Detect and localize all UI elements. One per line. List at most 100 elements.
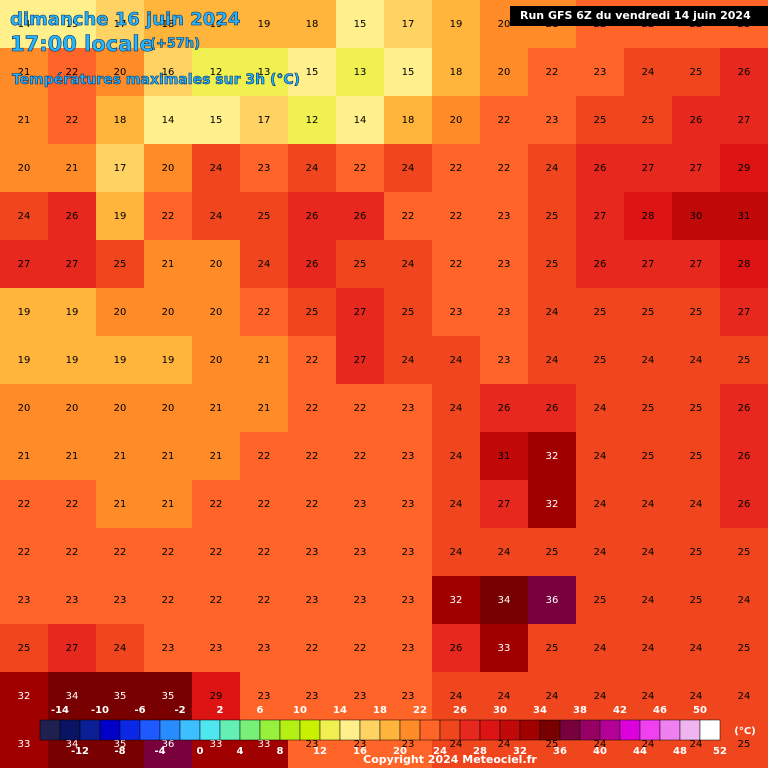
cell-value: 21 [18, 115, 31, 126]
cell-value: 23 [402, 643, 415, 654]
cell-value: 24 [18, 211, 31, 222]
cell-value: 27 [594, 211, 607, 222]
cell-value: 20 [498, 19, 511, 30]
cell [672, 288, 721, 337]
legend-swatch [179, 719, 201, 741]
cell-value: 14 [162, 115, 175, 126]
cell [0, 384, 49, 433]
legend: -14 -10 -6 -2 2 6 10 14 18 22 26 30 34 38 42 46 50-12 -8-… [39, 705, 756, 757]
cell-value: 22 [354, 163, 367, 174]
cell-value: 24 [738, 691, 751, 702]
cell [96, 240, 145, 289]
cell [336, 288, 385, 337]
cell-value: 12 [210, 67, 223, 78]
legend-label: 20 [393, 746, 407, 757]
cell [576, 432, 625, 481]
cell [432, 144, 481, 193]
legend-label: 8 [277, 746, 284, 757]
cell [144, 96, 193, 145]
cell [672, 480, 721, 529]
cell [720, 288, 768, 337]
cell [528, 480, 577, 529]
cell-value: 33 [498, 643, 511, 654]
legend-label: 16 [353, 746, 367, 757]
cell [720, 96, 768, 145]
cell [336, 336, 385, 385]
cell [144, 432, 193, 481]
cell [0, 96, 49, 145]
cell [240, 528, 289, 577]
legend-label: 26 [453, 705, 467, 716]
cell [144, 192, 193, 241]
legend-label: -6 [134, 705, 145, 716]
cell-value: 18 [306, 19, 319, 30]
cell-value: 33 [18, 739, 31, 750]
cell [384, 432, 433, 481]
cell-value: 25 [738, 355, 751, 366]
cell-value: 24 [258, 259, 271, 270]
cell [288, 240, 337, 289]
cell [192, 144, 241, 193]
cell [720, 720, 768, 768]
legend-swatch [559, 719, 581, 741]
cell-value: 19 [162, 355, 175, 366]
legend-swatch [379, 719, 401, 741]
cell-value: 18 [450, 67, 463, 78]
legend-label: 14 [333, 705, 347, 716]
cell-value: 24 [642, 643, 655, 654]
cell [336, 192, 385, 241]
cell-value: 20 [162, 403, 175, 414]
legend-label: -2 [174, 705, 185, 716]
cell-value: 18 [402, 115, 415, 126]
cell-value: 22 [306, 499, 319, 510]
cell-value: 26 [738, 67, 751, 78]
legend-label: 36 [553, 746, 567, 757]
cell-value: 24 [210, 211, 223, 222]
cell-value: 24 [594, 451, 607, 462]
cell [624, 48, 673, 97]
cell-value: 14 [18, 19, 31, 30]
cell-value: 17 [114, 19, 127, 30]
cell-value: 21 [258, 403, 271, 414]
cell [528, 432, 577, 481]
cell-value: 23 [354, 739, 367, 750]
cell [720, 528, 768, 577]
cell [192, 288, 241, 337]
cell-value: 17 [114, 163, 127, 174]
cell-value: 24 [594, 643, 607, 654]
cell-value: 22 [354, 643, 367, 654]
cell [96, 672, 145, 721]
cell-value: 25 [546, 259, 559, 270]
cell-value: 35 [114, 691, 127, 702]
cell-value: 26 [450, 643, 463, 654]
legend-swatch [659, 719, 681, 741]
cell-value: 23 [402, 691, 415, 702]
cell [288, 336, 337, 385]
legend-swatch [679, 719, 701, 741]
legend-label: 24 [433, 746, 447, 757]
cell [576, 336, 625, 385]
cell [96, 96, 145, 145]
cell-value: 25 [690, 547, 703, 558]
cell-value: 25 [546, 547, 559, 558]
cell-value: 27 [690, 163, 703, 174]
cell [144, 384, 193, 433]
cell [624, 96, 673, 145]
cell-value: 32 [18, 691, 31, 702]
cell [480, 528, 529, 577]
legend-label: 6 [257, 705, 264, 716]
cell [624, 528, 673, 577]
legend-label: 42 [613, 705, 627, 716]
cell [480, 576, 529, 625]
cell [384, 480, 433, 529]
legend-swatch [99, 719, 121, 741]
cell-value: 24 [594, 499, 607, 510]
cell-value: 24 [450, 451, 463, 462]
cell-value: 24 [114, 643, 127, 654]
subtitle: Températures maximales sur 3h (°C) [12, 72, 300, 88]
cell [192, 624, 241, 673]
cell [96, 336, 145, 385]
cell [48, 384, 97, 433]
legend-label: 38 [573, 705, 587, 716]
